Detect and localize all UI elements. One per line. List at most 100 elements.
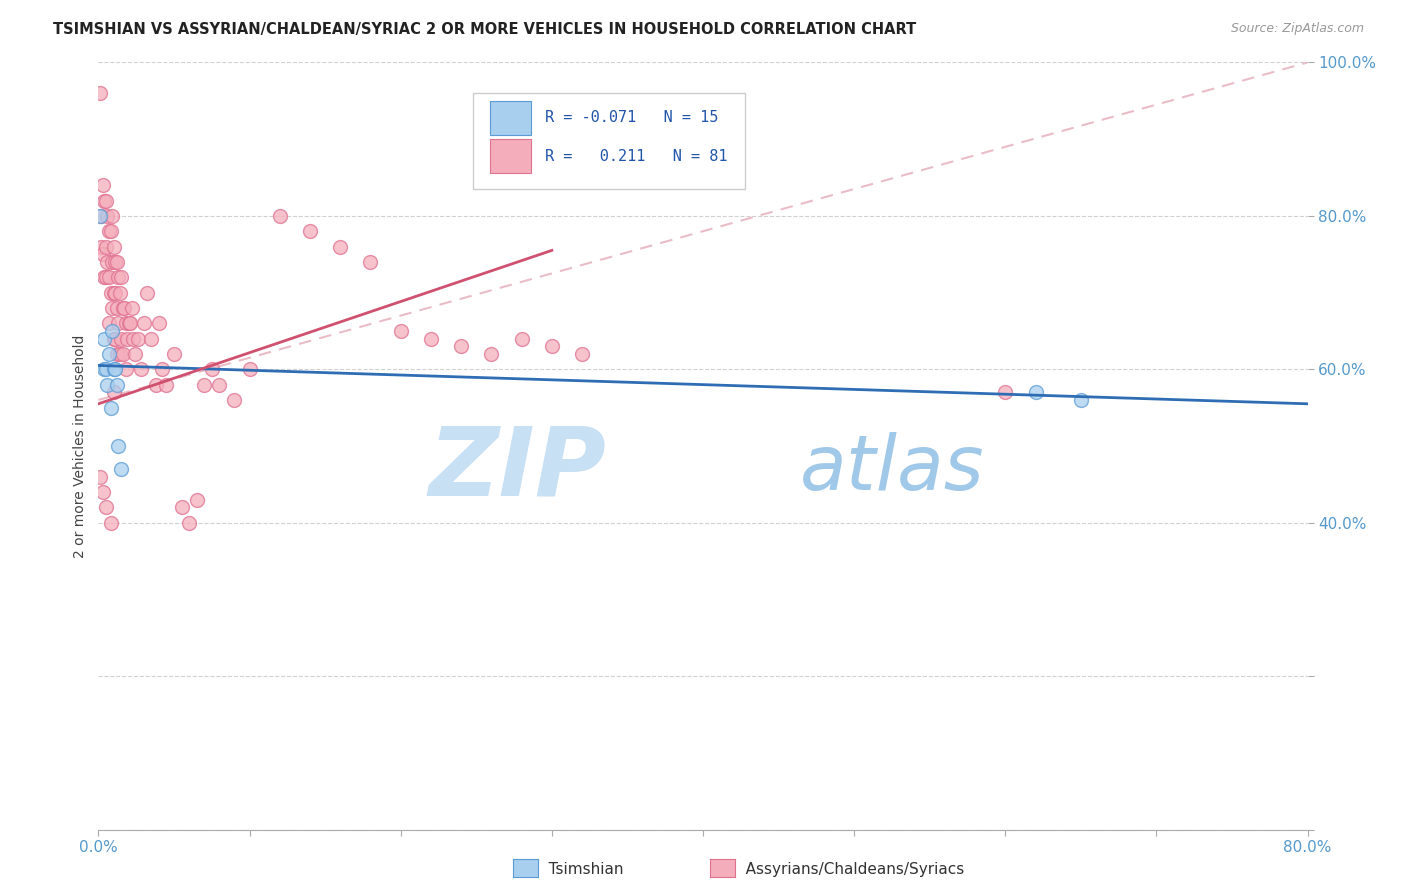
Point [420, 332, 443, 346]
Point [389, 324, 412, 338]
Point [94, 194, 117, 208]
Point [103, 285, 125, 300]
Point [108, 347, 131, 361]
Point [93, 332, 115, 346]
Point [104, 332, 127, 346]
Point [224, 392, 246, 407]
Point [141, 332, 163, 346]
Text: R =   0.211   N = 81: R = 0.211 N = 81 [544, 149, 727, 163]
Point [104, 285, 127, 300]
Y-axis label: 2 or more Vehicles in Household: 2 or more Vehicles in Household [73, 334, 87, 558]
Point [93, 194, 115, 208]
FancyBboxPatch shape [474, 93, 745, 189]
Point [105, 301, 128, 315]
Point [93, 270, 115, 285]
Point [112, 301, 135, 315]
Point [103, 332, 125, 346]
Point [110, 270, 132, 285]
Point [1024, 385, 1046, 400]
Point [127, 332, 149, 346]
Point [98, 270, 121, 285]
Point [100, 516, 122, 530]
Point [91, 247, 114, 261]
Point [94, 500, 117, 515]
Point [101, 255, 124, 269]
Point [101, 209, 124, 223]
Point [163, 347, 186, 361]
Point [100, 285, 122, 300]
Point [571, 347, 593, 361]
Text: Tsimshian: Tsimshian [534, 863, 624, 877]
Point [155, 377, 177, 392]
Point [120, 316, 142, 330]
Point [105, 255, 128, 269]
Point [110, 332, 132, 346]
Point [201, 362, 224, 376]
Point [118, 316, 141, 330]
Point [101, 324, 124, 338]
Text: Source: ZipAtlas.com: Source: ZipAtlas.com [1230, 22, 1364, 36]
Point [107, 270, 129, 285]
Point [98, 224, 121, 238]
Point [481, 347, 503, 361]
Point [105, 377, 128, 392]
Point [994, 385, 1017, 400]
Point [94, 239, 117, 253]
Point [540, 339, 562, 353]
Point [121, 301, 143, 315]
Point [96, 255, 118, 269]
Text: TSIMSHIAN VS ASSYRIAN/CHALDEAN/SYRIAC 2 OR MORE VEHICLES IN HOUSEHOLD CORRELATIO: TSIMSHIAN VS ASSYRIAN/CHALDEAN/SYRIAC 2 … [53, 22, 917, 37]
Point [122, 332, 145, 346]
Point [96, 209, 118, 223]
Point [132, 316, 155, 330]
Text: R = -0.071   N = 15: R = -0.071 N = 15 [544, 111, 718, 125]
Point [89, 209, 111, 223]
Text: Assyrians/Chaldeans/Syriacs: Assyrians/Chaldeans/Syriacs [731, 863, 965, 877]
Point [186, 492, 208, 507]
Point [114, 362, 136, 376]
Point [148, 316, 170, 330]
Point [98, 316, 121, 330]
Point [93, 362, 115, 376]
Point [94, 270, 117, 285]
Point [90, 239, 112, 253]
Point [103, 239, 125, 253]
Point [89, 469, 111, 483]
Point [193, 377, 215, 392]
Point [329, 239, 352, 253]
Point [103, 385, 125, 400]
Point [179, 516, 201, 530]
Point [94, 362, 117, 376]
Point [104, 255, 127, 269]
Point [299, 224, 322, 238]
Point [104, 362, 127, 376]
Point [510, 332, 533, 346]
Point [150, 362, 173, 376]
Point [91, 485, 114, 500]
Text: ZIP: ZIP [429, 423, 606, 516]
Point [208, 377, 231, 392]
Point [135, 285, 157, 300]
Point [98, 347, 121, 361]
Point [96, 377, 118, 392]
Point [101, 301, 124, 315]
Point [145, 377, 167, 392]
Point [360, 255, 382, 269]
Text: atlas: atlas [800, 432, 984, 506]
Point [269, 209, 291, 223]
Point [90, 209, 112, 223]
Point [100, 401, 122, 415]
FancyBboxPatch shape [491, 139, 531, 173]
Point [108, 285, 131, 300]
Point [91, 178, 114, 193]
FancyBboxPatch shape [491, 101, 531, 135]
Point [100, 224, 122, 238]
Point [105, 347, 128, 361]
Point [129, 362, 152, 376]
Point [114, 316, 136, 330]
Point [124, 347, 146, 361]
Point [103, 362, 125, 376]
Point [239, 362, 262, 376]
Point [107, 439, 129, 453]
Point [115, 332, 138, 346]
